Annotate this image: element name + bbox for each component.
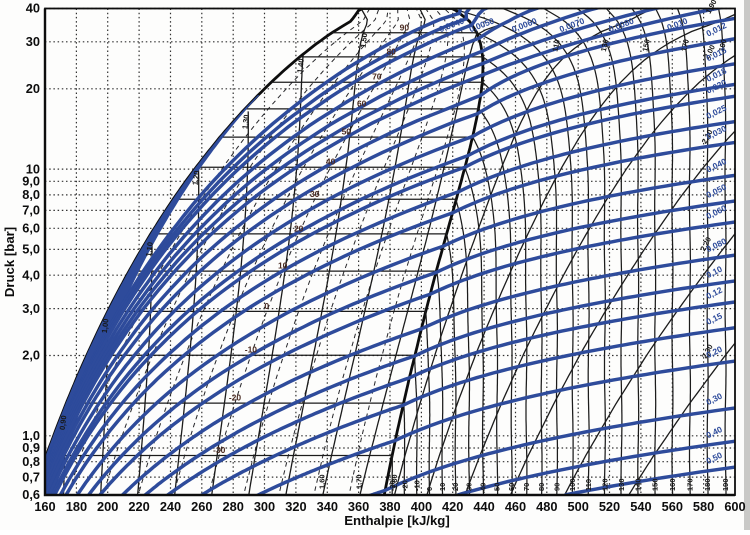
svg-text:500: 500 — [568, 499, 589, 514]
svg-text:140: 140 — [634, 478, 643, 491]
svg-text:560: 560 — [662, 499, 683, 514]
svg-text:400: 400 — [411, 499, 432, 514]
svg-text:160: 160 — [34, 499, 55, 514]
svg-text:110: 110 — [584, 479, 593, 491]
svg-text:1,40: 1,40 — [295, 58, 306, 74]
svg-text:-20: -20 — [229, 393, 242, 403]
svg-text:40: 40 — [26, 1, 40, 16]
svg-text:30: 30 — [26, 34, 40, 49]
svg-text:80: 80 — [386, 46, 396, 56]
svg-text:0,90: 0,90 — [58, 415, 69, 431]
svg-text:120: 120 — [600, 478, 609, 491]
svg-text:440: 440 — [473, 499, 494, 514]
svg-text:50: 50 — [342, 127, 352, 137]
svg-text:1,20: 1,20 — [191, 170, 202, 186]
svg-text:3,0: 3,0 — [22, 301, 40, 316]
svg-text:580: 580 — [693, 499, 714, 514]
svg-text:70: 70 — [522, 483, 531, 491]
svg-text:-30: -30 — [388, 480, 397, 491]
svg-text:200: 200 — [97, 499, 118, 514]
svg-text:30: 30 — [310, 189, 320, 199]
svg-text:320: 320 — [285, 499, 306, 514]
svg-text:Enthalpie [kJ/kg]: Enthalpie [kJ/kg] — [344, 513, 450, 528]
svg-text:1,80: 1,80 — [390, 474, 399, 489]
svg-text:110: 110 — [550, 39, 561, 53]
svg-text:280: 280 — [223, 499, 244, 514]
svg-text:0,8: 0,8 — [22, 454, 40, 469]
svg-text:20: 20 — [26, 81, 40, 96]
svg-text:4,0: 4,0 — [22, 267, 40, 282]
svg-text:90: 90 — [553, 483, 562, 491]
svg-text:460: 460 — [505, 499, 526, 514]
svg-text:Druck [bar]: Druck [bar] — [2, 227, 17, 297]
svg-text:0,6: 0,6 — [22, 487, 40, 502]
svg-text:0,9: 0,9 — [22, 440, 40, 455]
svg-text:1,30: 1,30 — [240, 114, 251, 130]
svg-text:340: 340 — [317, 499, 338, 514]
svg-text:1,10: 1,10 — [144, 242, 155, 258]
svg-text:20: 20 — [294, 223, 304, 233]
svg-text:-10: -10 — [413, 480, 422, 491]
svg-text:0,7: 0,7 — [22, 469, 40, 484]
svg-text:240: 240 — [160, 499, 181, 514]
svg-text:170: 170 — [679, 38, 690, 52]
svg-text:10: 10 — [278, 261, 288, 271]
svg-text:300: 300 — [254, 499, 275, 514]
svg-text:600: 600 — [724, 499, 745, 514]
svg-text:100: 100 — [568, 478, 577, 491]
svg-text:0: 0 — [264, 301, 269, 311]
svg-text:30: 30 — [465, 483, 474, 491]
svg-text:360: 360 — [348, 499, 369, 514]
svg-text:180: 180 — [66, 499, 87, 514]
svg-text:260: 260 — [191, 499, 212, 514]
svg-text:7,0: 7,0 — [22, 203, 40, 218]
svg-text:420: 420 — [442, 499, 463, 514]
svg-text:170: 170 — [685, 478, 694, 491]
svg-text:20: 20 — [451, 483, 460, 491]
svg-text:90: 90 — [400, 22, 410, 32]
svg-text:180: 180 — [703, 478, 712, 491]
svg-text:40: 40 — [479, 483, 488, 491]
svg-text:520: 520 — [599, 499, 620, 514]
svg-text:1,50: 1,50 — [359, 33, 370, 49]
svg-text:1,60: 1,60 — [318, 474, 327, 489]
svg-text:1,70: 1,70 — [355, 474, 364, 489]
svg-text:2,0: 2,0 — [22, 348, 40, 363]
svg-text:1,0: 1,0 — [22, 428, 40, 443]
svg-text:-10: -10 — [245, 345, 258, 355]
svg-text:50: 50 — [493, 483, 502, 491]
svg-text:80: 80 — [537, 483, 546, 491]
svg-text:540: 540 — [630, 499, 651, 514]
svg-text:380: 380 — [379, 499, 400, 514]
svg-text:5,0: 5,0 — [22, 242, 40, 257]
svg-text:10: 10 — [438, 483, 447, 491]
svg-text:1,00: 1,00 — [100, 318, 111, 334]
svg-text:220: 220 — [128, 499, 149, 514]
svg-text:130: 130 — [599, 38, 610, 52]
svg-text:190: 190 — [717, 38, 728, 52]
svg-text:6,0: 6,0 — [22, 221, 40, 236]
svg-text:160: 160 — [668, 478, 677, 491]
svg-text:0: 0 — [425, 487, 434, 491]
svg-text:190: 190 — [721, 478, 730, 491]
svg-text:8,0: 8,0 — [22, 187, 40, 202]
svg-text:60: 60 — [507, 483, 516, 491]
svg-text:-20: -20 — [400, 480, 409, 491]
svg-text:-30: -30 — [213, 445, 226, 455]
svg-text:130: 130 — [617, 478, 626, 491]
svg-text:70: 70 — [372, 72, 382, 82]
svg-text:480: 480 — [536, 499, 557, 514]
svg-text:60: 60 — [357, 98, 367, 108]
svg-text:10: 10 — [26, 161, 40, 176]
svg-text:150: 150 — [640, 38, 651, 52]
svg-text:150: 150 — [651, 478, 660, 491]
svg-text:9,0: 9,0 — [22, 174, 40, 189]
svg-text:40: 40 — [326, 157, 336, 167]
